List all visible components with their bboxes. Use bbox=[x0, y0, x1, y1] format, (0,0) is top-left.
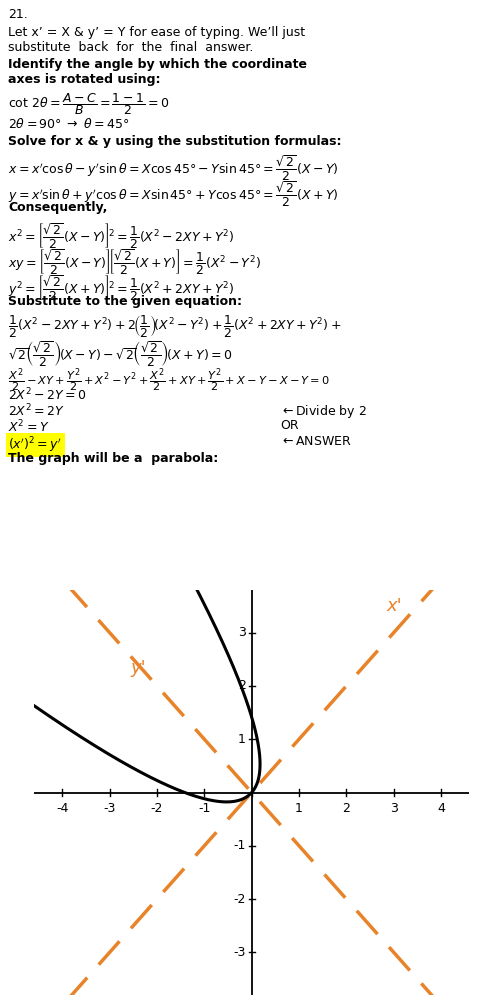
Text: $\leftarrow$ANSWER: $\leftarrow$ANSWER bbox=[280, 435, 352, 448]
Text: Solve for x & y using the substitution formulas:: Solve for x & y using the substitution f… bbox=[8, 135, 342, 148]
Text: x': x' bbox=[387, 597, 402, 615]
Text: -1: -1 bbox=[198, 802, 211, 815]
Text: axes is rotated using:: axes is rotated using: bbox=[8, 73, 161, 86]
Text: $y = x^{\prime}\sin\theta + y^{\prime}\cos\theta = X\sin 45° + Y\cos 45° = \dfra: $y = x^{\prime}\sin\theta + y^{\prime}\c… bbox=[8, 179, 338, 209]
Text: $\leftarrow$Divide by 2: $\leftarrow$Divide by 2 bbox=[280, 403, 367, 420]
Text: -4: -4 bbox=[56, 802, 68, 815]
Text: 4: 4 bbox=[437, 802, 445, 815]
Text: -2: -2 bbox=[234, 893, 246, 906]
Text: 1: 1 bbox=[238, 733, 246, 746]
Text: -3: -3 bbox=[234, 946, 246, 959]
Text: The graph will be a  parabola:: The graph will be a parabola: bbox=[8, 452, 218, 465]
Text: $\cot\,2\theta = \dfrac{A-C}{B} = \dfrac{1-1}{2} = 0$: $\cot\,2\theta = \dfrac{A-C}{B} = \dfrac… bbox=[8, 91, 169, 117]
Text: $2X^2 - 2Y = 0$: $2X^2 - 2Y = 0$ bbox=[8, 387, 87, 404]
Text: Let x’ = X & y’ = Y for ease of typing. We’ll just: Let x’ = X & y’ = Y for ease of typing. … bbox=[8, 26, 305, 39]
Text: Substitute to the given equation:: Substitute to the given equation: bbox=[8, 295, 242, 308]
Text: $(x')^2 = y'$: $(x')^2 = y'$ bbox=[8, 435, 62, 455]
Text: Identify the angle by which the coordinate: Identify the angle by which the coordina… bbox=[8, 58, 307, 71]
Text: 2: 2 bbox=[343, 802, 350, 815]
Text: $\dfrac{X^2}{2} - XY + \dfrac{Y^2}{2} + X^2 - Y^2 + \dfrac{X^2}{2} + XY + \dfrac: $\dfrac{X^2}{2} - XY + \dfrac{Y^2}{2} + … bbox=[8, 367, 330, 395]
Text: 3: 3 bbox=[238, 626, 246, 639]
Text: OR: OR bbox=[280, 419, 299, 432]
Text: -1: -1 bbox=[234, 839, 246, 852]
Text: 1: 1 bbox=[295, 802, 303, 815]
Text: $xy = \left[\dfrac{\sqrt{2}}{2}(X-Y)\right]\!\left[\dfrac{\sqrt{2}}{2}(X+Y)\righ: $xy = \left[\dfrac{\sqrt{2}}{2}(X-Y)\rig… bbox=[8, 247, 261, 277]
Text: 3: 3 bbox=[390, 802, 398, 815]
Text: 2: 2 bbox=[238, 679, 246, 692]
Text: $2\theta = 90°\;\rightarrow\;\theta = 45°$: $2\theta = 90°\;\rightarrow\;\theta = 45… bbox=[8, 117, 129, 131]
Text: y': y' bbox=[131, 659, 147, 677]
Text: $\dfrac{1}{2}(X^2 - 2XY + Y^2) + 2\!\left(\dfrac{1}{2}\right)\!(X^2 - Y^2) + \df: $\dfrac{1}{2}(X^2 - 2XY + Y^2) + 2\!\lef… bbox=[8, 313, 342, 339]
Text: $x^2 = \left[\dfrac{\sqrt{2}}{2}(X-Y)\right]^{\!2} = \dfrac{1}{2}(X^2 - 2XY + Y^: $x^2 = \left[\dfrac{\sqrt{2}}{2}(X-Y)\ri… bbox=[8, 221, 234, 251]
Text: $\sqrt{2}\!\left(\dfrac{\sqrt{2}}{2}\right)\!(X-Y) - \sqrt{2}\!\left(\dfrac{\sqr: $\sqrt{2}\!\left(\dfrac{\sqrt{2}}{2}\rig… bbox=[8, 339, 232, 369]
Text: -2: -2 bbox=[151, 802, 163, 815]
Text: $x = x^{\prime}\cos\theta - y^{\prime}\sin\theta = X\cos 45° - Y\sin 45° = \dfra: $x = x^{\prime}\cos\theta - y^{\prime}\s… bbox=[8, 153, 338, 183]
Text: Consequently,: Consequently, bbox=[8, 201, 107, 214]
Text: substitute  back  for  the  final  answer.: substitute back for the final answer. bbox=[8, 41, 254, 54]
Text: $2X^2 = 2Y$: $2X^2 = 2Y$ bbox=[8, 403, 65, 420]
Text: -3: -3 bbox=[104, 802, 116, 815]
Text: $X^2 = Y$: $X^2 = Y$ bbox=[8, 419, 50, 436]
Text: $y^2 = \left[\dfrac{\sqrt{2}}{2}(X+Y)\right]^{\!2} = \dfrac{1}{2}(X^2 + 2XY + Y^: $y^2 = \left[\dfrac{\sqrt{2}}{2}(X+Y)\ri… bbox=[8, 273, 234, 303]
Text: 21.: 21. bbox=[8, 8, 28, 21]
